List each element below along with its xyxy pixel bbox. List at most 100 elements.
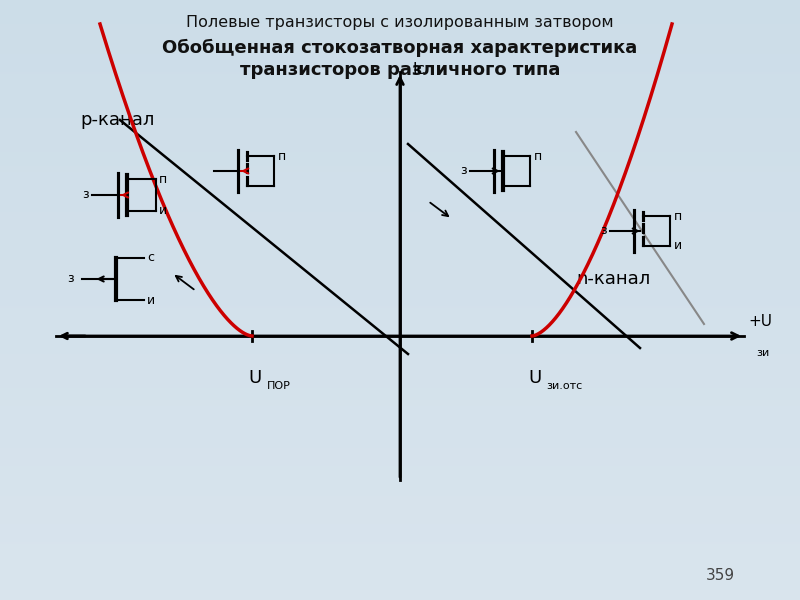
Text: +U: +U [748, 313, 772, 329]
Bar [0, 128, 800, 130]
Bar [0, 48, 800, 50]
Bar [0, 0, 800, 2]
Bar [0, 440, 800, 442]
Bar [0, 156, 800, 158]
Bar [0, 78, 800, 80]
Text: 359: 359 [706, 569, 734, 583]
Bar [0, 574, 800, 576]
Text: п: п [674, 209, 682, 223]
Bar [0, 322, 800, 324]
Bar [0, 432, 800, 434]
Bar [0, 164, 800, 166]
Bar [0, 186, 800, 188]
Bar [0, 420, 800, 422]
Text: U: U [528, 369, 542, 387]
Bar [0, 282, 800, 284]
Bar [0, 36, 800, 38]
Bar [0, 342, 800, 344]
Bar [0, 426, 800, 428]
Bar [0, 228, 800, 230]
Bar [0, 214, 800, 216]
Bar [0, 28, 800, 30]
Bar [0, 198, 800, 200]
Bar [0, 12, 800, 14]
Bar [0, 406, 800, 408]
Bar [0, 232, 800, 234]
Bar [0, 530, 800, 532]
Bar [0, 8, 800, 10]
Bar [0, 106, 800, 108]
Bar [0, 206, 800, 208]
Bar [0, 306, 800, 308]
Bar [0, 512, 800, 514]
Bar [0, 64, 800, 66]
Bar [0, 404, 800, 406]
Text: з: з [460, 164, 466, 178]
Bar [0, 240, 800, 242]
Bar [0, 378, 800, 380]
Bar [0, 468, 800, 470]
Bar [0, 386, 800, 388]
Bar [0, 496, 800, 498]
Bar [0, 14, 800, 16]
Bar [0, 136, 800, 138]
Bar [0, 4, 800, 6]
Bar [0, 476, 800, 478]
Bar [0, 372, 800, 374]
Bar [0, 76, 800, 78]
Bar [0, 190, 800, 192]
Bar [0, 46, 800, 48]
Bar [0, 564, 800, 566]
Bar [0, 584, 800, 586]
Bar [0, 226, 800, 228]
Bar [0, 346, 800, 348]
Bar [0, 236, 800, 238]
Bar [0, 278, 800, 280]
Bar [0, 242, 800, 244]
Bar [0, 184, 800, 186]
Bar [0, 586, 800, 588]
Bar [0, 244, 800, 246]
Bar [0, 308, 800, 310]
Bar [0, 422, 800, 424]
Bar [0, 60, 800, 62]
Bar [0, 590, 800, 592]
Bar [0, 286, 800, 288]
Bar [0, 262, 800, 264]
Bar [0, 252, 800, 254]
Text: п: п [534, 149, 542, 163]
Bar [0, 548, 800, 550]
Bar [0, 558, 800, 560]
Bar [0, 472, 800, 474]
Bar [0, 294, 800, 296]
Bar [0, 122, 800, 124]
Bar [0, 534, 800, 536]
Text: и: и [674, 239, 682, 253]
Bar [0, 328, 800, 330]
Bar [0, 38, 800, 40]
Bar [0, 424, 800, 426]
Bar [0, 266, 800, 268]
Bar [0, 16, 800, 18]
Bar [0, 204, 800, 206]
Bar [0, 274, 800, 276]
Bar [0, 176, 800, 178]
Bar [0, 388, 800, 390]
Text: U: U [248, 369, 262, 387]
Text: зи: зи [756, 348, 770, 358]
Bar [0, 356, 800, 358]
Bar [0, 460, 800, 462]
Bar [0, 70, 800, 72]
Bar [0, 510, 800, 512]
Text: з: з [600, 224, 606, 238]
Bar [0, 516, 800, 518]
Bar [0, 68, 800, 70]
Bar [0, 484, 800, 486]
Bar [0, 566, 800, 568]
Bar [0, 474, 800, 476]
Bar [0, 554, 800, 556]
Bar [0, 576, 800, 578]
Bar [0, 318, 800, 320]
Text: n-канал: n-канал [576, 270, 650, 288]
Bar [0, 494, 800, 496]
